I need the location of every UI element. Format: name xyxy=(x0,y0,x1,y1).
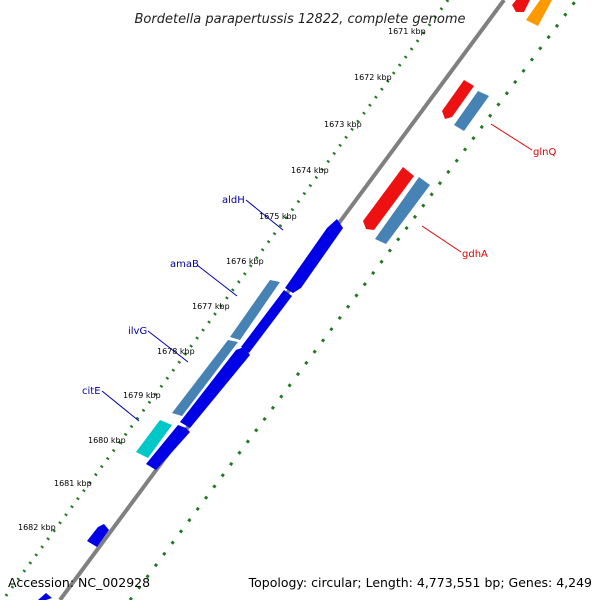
callout-line xyxy=(196,264,238,297)
tick-label: 1679 kbp xyxy=(123,391,161,400)
tick-label: 1673 kbp xyxy=(324,120,362,129)
tick-label: 1677 kbp xyxy=(192,302,230,311)
accession-label: Accession: NC_002928 xyxy=(8,575,150,590)
gene-feature[interactable] xyxy=(375,177,430,244)
outer-dotted-track xyxy=(128,0,579,600)
gene-feature[interactable] xyxy=(512,0,530,12)
callout-lines xyxy=(101,123,533,422)
reverse-features xyxy=(363,0,552,244)
tick-label: 1674 kbp xyxy=(291,166,329,175)
gene-feature[interactable] xyxy=(363,167,414,230)
callout-line xyxy=(490,123,533,151)
genome-summary: Topology: circular; Length: 4,773,551 bp… xyxy=(248,575,592,590)
gene-feature[interactable] xyxy=(454,91,489,131)
gene-labels: aldH amaB ilvG citE glnQ gdhA xyxy=(82,147,556,397)
tick-label: 1676 kbp xyxy=(226,257,264,266)
kbp-tick-labels: 1671 kbp 1672 kbp 1673 kbp 1674 kbp 1675… xyxy=(18,27,426,532)
gene-feature[interactable] xyxy=(87,524,109,547)
gene-feature[interactable] xyxy=(526,0,552,26)
gene-feature[interactable] xyxy=(146,425,190,470)
gene-feature[interactable] xyxy=(136,420,172,458)
gene-label-aldh[interactable]: aldH xyxy=(222,195,245,206)
gene-feature[interactable] xyxy=(38,593,52,600)
gene-label-cite[interactable]: citE xyxy=(82,386,101,397)
gene-label-amab[interactable]: amaB xyxy=(170,259,199,270)
gene-feature[interactable] xyxy=(180,347,250,428)
map-title: Bordetella parapertussis 12822, complete… xyxy=(135,12,466,27)
gene-feature[interactable] xyxy=(241,290,292,353)
tick-label: 1681 kbp xyxy=(54,479,92,488)
forward-features xyxy=(38,219,343,600)
gene-feature[interactable] xyxy=(285,219,343,293)
gene-feature[interactable] xyxy=(230,280,280,340)
tick-label: 1672 kbp xyxy=(354,73,392,82)
gene-feature[interactable] xyxy=(442,80,474,119)
gene-label-gdha[interactable]: gdhA xyxy=(462,249,488,260)
gene-label-glnq[interactable]: glnQ xyxy=(533,147,556,158)
gene-label-ilvg[interactable]: ilvG xyxy=(128,326,147,337)
inner-dotted-track xyxy=(0,0,450,600)
gene-feature[interactable] xyxy=(172,340,238,416)
tick-label: 1675 kbp xyxy=(259,212,297,221)
tick-label: 1678 kbp xyxy=(157,347,195,356)
callout-line xyxy=(245,199,284,231)
callout-line xyxy=(101,390,140,422)
tick-label: 1682 kbp xyxy=(18,523,56,532)
callout-line xyxy=(421,225,462,253)
callout-line xyxy=(147,330,189,363)
tick-label: 1671 kbp xyxy=(388,27,426,36)
tick-label: 1680 kbp xyxy=(88,436,126,445)
